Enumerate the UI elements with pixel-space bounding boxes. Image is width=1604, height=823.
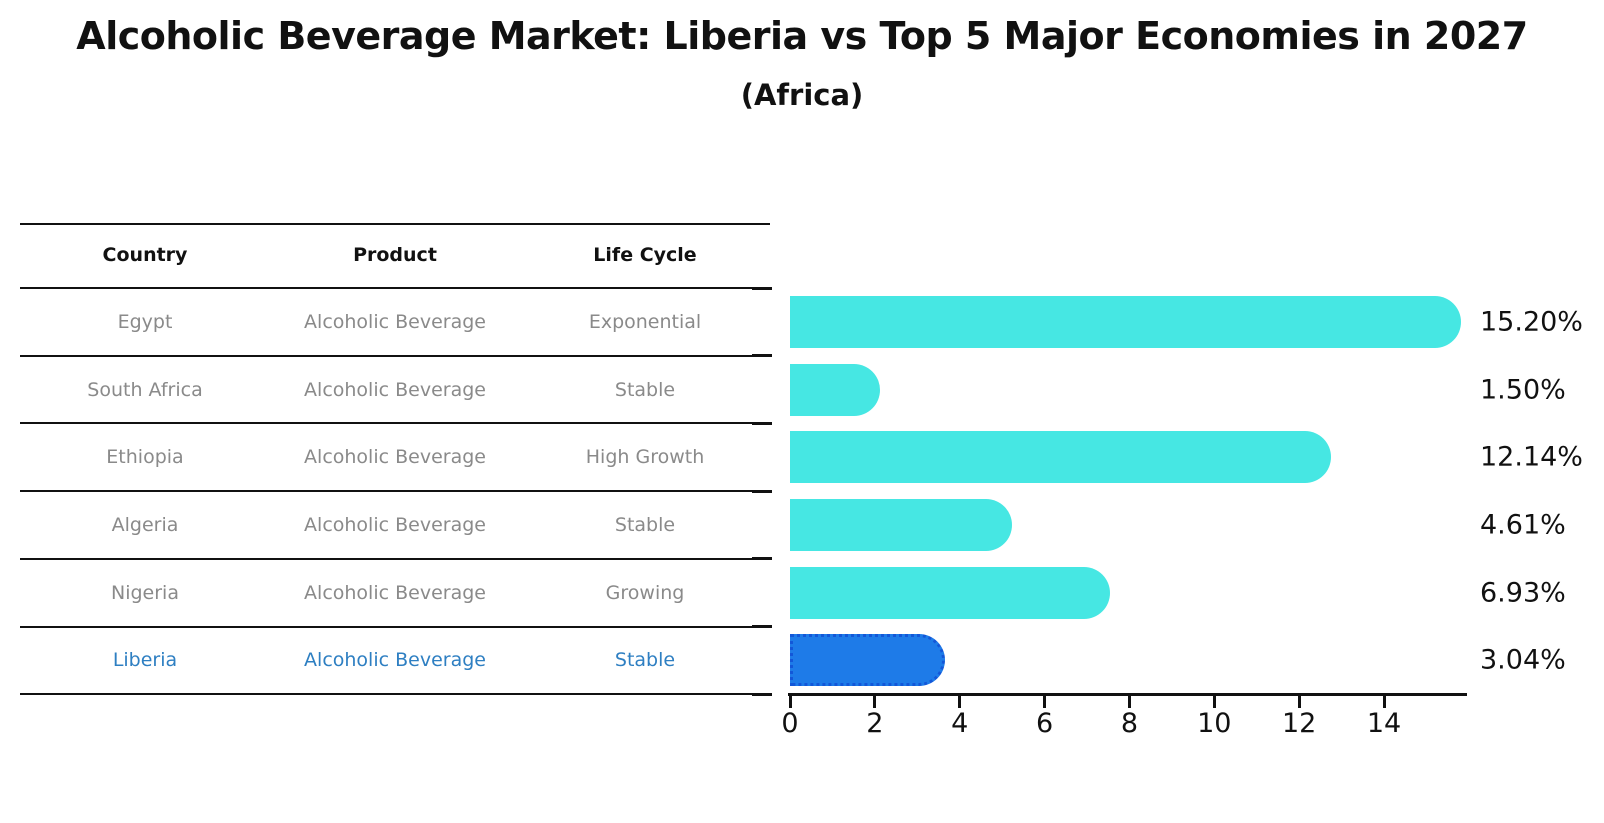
bar-ethiopia [790,431,1332,484]
y-axis-tick [752,489,772,493]
y-axis-tick [752,286,772,290]
y-axis-tick [752,557,772,561]
x-axis-tick [1297,695,1301,708]
x-axis-tick [873,695,877,708]
x-axis-tick [1382,695,1386,708]
bar-nigeria [790,566,1111,619]
y-axis-tick [752,692,772,696]
bar-value-label: 3.04% [1480,644,1566,676]
table-cell-country-nigeria: Nigeria [111,581,179,604]
bar-value-label: 15.20% [1480,306,1583,338]
table-cell-product-ethiopia: Alcoholic Beverage [304,446,486,469]
bar-egypt [790,295,1461,348]
bar-value-label: 1.50% [1480,374,1566,406]
column-header-product: Product [353,244,437,266]
x-axis-tick-label: 2 [866,708,884,740]
table-cell-country-egypt: Egypt [117,310,173,333]
chart-subtitle: (Africa) [740,78,864,112]
x-axis-tick-label: 8 [1120,708,1139,740]
table-top-rule [20,223,770,225]
table-cell-life-cycle-south-africa: Stable [614,378,676,401]
bar-value-label: 6.93% [1480,577,1566,609]
x-axis-tick-label: 14 [1366,708,1402,740]
table-cell-product-south-africa: Alcoholic Beverage [304,378,486,401]
x-axis-tick-label: 6 [1035,708,1054,740]
x-axis-tick [1043,695,1047,708]
x-axis-tick-label: 10 [1197,708,1232,740]
table-cell-life-cycle-nigeria: Growing [605,581,685,604]
table-cell-life-cycle-algeria: Stable [614,513,676,536]
x-axis-tick [958,695,962,708]
bar-value-label: 4.61% [1480,509,1566,541]
y-axis-tick [752,625,772,628]
table-cell-country-algeria: Algeria [111,513,179,536]
table-cell-country-ethiopia: Ethiopia [106,446,184,469]
table-cell-product-algeria: Alcoholic Beverage [304,513,486,536]
x-axis-tick [788,695,792,708]
bar-liberia [790,634,945,687]
column-header-country: Country [102,244,188,266]
table-cell-product-liberia: Alcoholic Beverage [304,649,486,672]
y-axis-tick [752,354,772,358]
table-row-rule [20,693,770,696]
table-row-rule [20,490,770,493]
bar-algeria [790,498,1012,551]
table-cell-product-egypt: Alcoholic Beverage [304,310,486,333]
table-row-rule [20,625,770,628]
x-axis-line [788,692,1467,696]
x-axis-tick-label: 12 [1281,708,1317,740]
table-row-rule [20,557,770,560]
x-axis-tick-label: 0 [781,708,799,740]
chart-title: Alcoholic Beverage Market: Liberia vs To… [76,14,1528,58]
bar-south-africa [790,363,880,416]
x-axis-tick [1127,695,1131,708]
x-axis-tick [1212,695,1216,708]
table-cell-life-cycle-egypt: Exponential [588,310,702,333]
table-row-rule [20,354,770,357]
table-cell-life-cycle-liberia: Stable [614,649,676,672]
y-axis-tick [752,421,772,425]
table-cell-product-nigeria: Alcoholic Beverage [304,581,486,604]
x-axis-tick-label: 4 [951,708,969,740]
table-cell-country-liberia: Liberia [112,649,178,672]
bar-value-label: 12.14% [1480,441,1583,473]
table-cell-country-south-africa: South Africa [87,378,203,401]
table-cell-life-cycle-ethiopia: High Growth [585,446,705,469]
table-row-rule [20,422,770,425]
table-header-rule [20,287,770,289]
column-header-life-cycle: Life Cycle [593,244,697,266]
